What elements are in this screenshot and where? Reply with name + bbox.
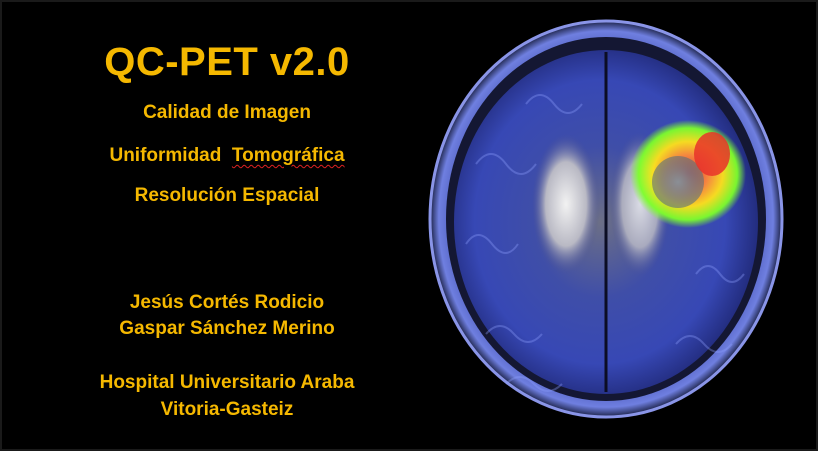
topic-uniformity-word: Uniformidad bbox=[109, 145, 222, 166]
topic-image-quality: Calidad de Imagen bbox=[143, 102, 311, 123]
topic-tomographic-uniformity: Uniformidad Tomográfica bbox=[62, 145, 392, 167]
institution-city: Vitoria-Gasteiz bbox=[160, 399, 294, 420]
topic-tomographic-word: Tomográfica bbox=[231, 145, 345, 166]
institution-name: Hospital Universitario Araba bbox=[99, 372, 355, 393]
author-1: Jesús Cortés Rodicio bbox=[129, 292, 325, 313]
slide-title: QC-PET v2.0 bbox=[104, 40, 350, 84]
author-2: Gaspar Sánchez Merino bbox=[119, 318, 335, 339]
brain-pet-mri-fusion-icon bbox=[428, 19, 784, 419]
topic-spatial-resolution: Resolución Espacial bbox=[134, 185, 320, 206]
